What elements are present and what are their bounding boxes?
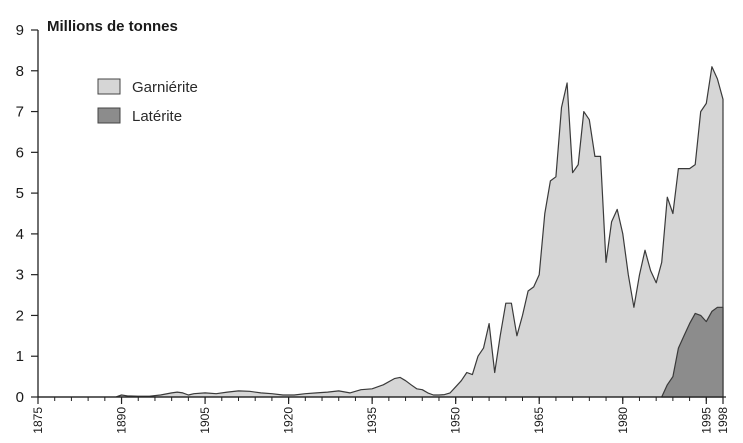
y-tick-label: 4 — [16, 226, 24, 243]
y-tick-label: 2 — [16, 307, 24, 324]
unit-label: Millions de tonnes — [47, 18, 178, 35]
legend-swatch-laterite — [97, 107, 121, 124]
legend-label-garnierite: Garniérite — [132, 79, 198, 96]
x-tick-label: 1905 — [198, 407, 212, 434]
y-tick-label: 3 — [16, 267, 24, 284]
x-tick-label: 1875 — [31, 407, 45, 434]
y-tick-label: 6 — [16, 144, 24, 161]
legend: Garniérite Latérite — [97, 78, 198, 125]
x-tick-label: 1965 — [532, 407, 546, 434]
y-axis-ticks: 0 1 2 3 4 5 6 7 8 9 — [16, 22, 38, 406]
x-tick-label: 1890 — [115, 407, 129, 434]
plot-areas — [37, 66, 724, 398]
y-tick-label: 9 — [16, 22, 24, 39]
legend-label-laterite: Latérite — [132, 108, 182, 125]
y-tick-label: 0 — [16, 389, 24, 406]
y-tick-label: 1 — [16, 348, 24, 365]
x-tick-label: 1995 — [699, 407, 713, 434]
area-series-1 — [661, 306, 724, 398]
x-tick-label: 1980 — [616, 407, 630, 434]
axes — [37, 30, 726, 398]
y-tick-label: 8 — [16, 63, 24, 80]
x-axis-ticks: 1875 1890 1905 1920 1935 1950 1965 1980 1995 1998 — [31, 397, 730, 434]
x-tick-label: 1920 — [282, 407, 296, 434]
x-tick-label: 1998 — [716, 407, 730, 434]
y-tick-label: 7 — [16, 104, 24, 121]
x-tick-label: 1935 — [365, 407, 379, 434]
x-tick-label: 1950 — [449, 407, 463, 434]
legend-swatch-garnierite — [97, 78, 121, 95]
area-series-0 — [37, 66, 724, 398]
y-tick-label: 5 — [16, 185, 24, 202]
